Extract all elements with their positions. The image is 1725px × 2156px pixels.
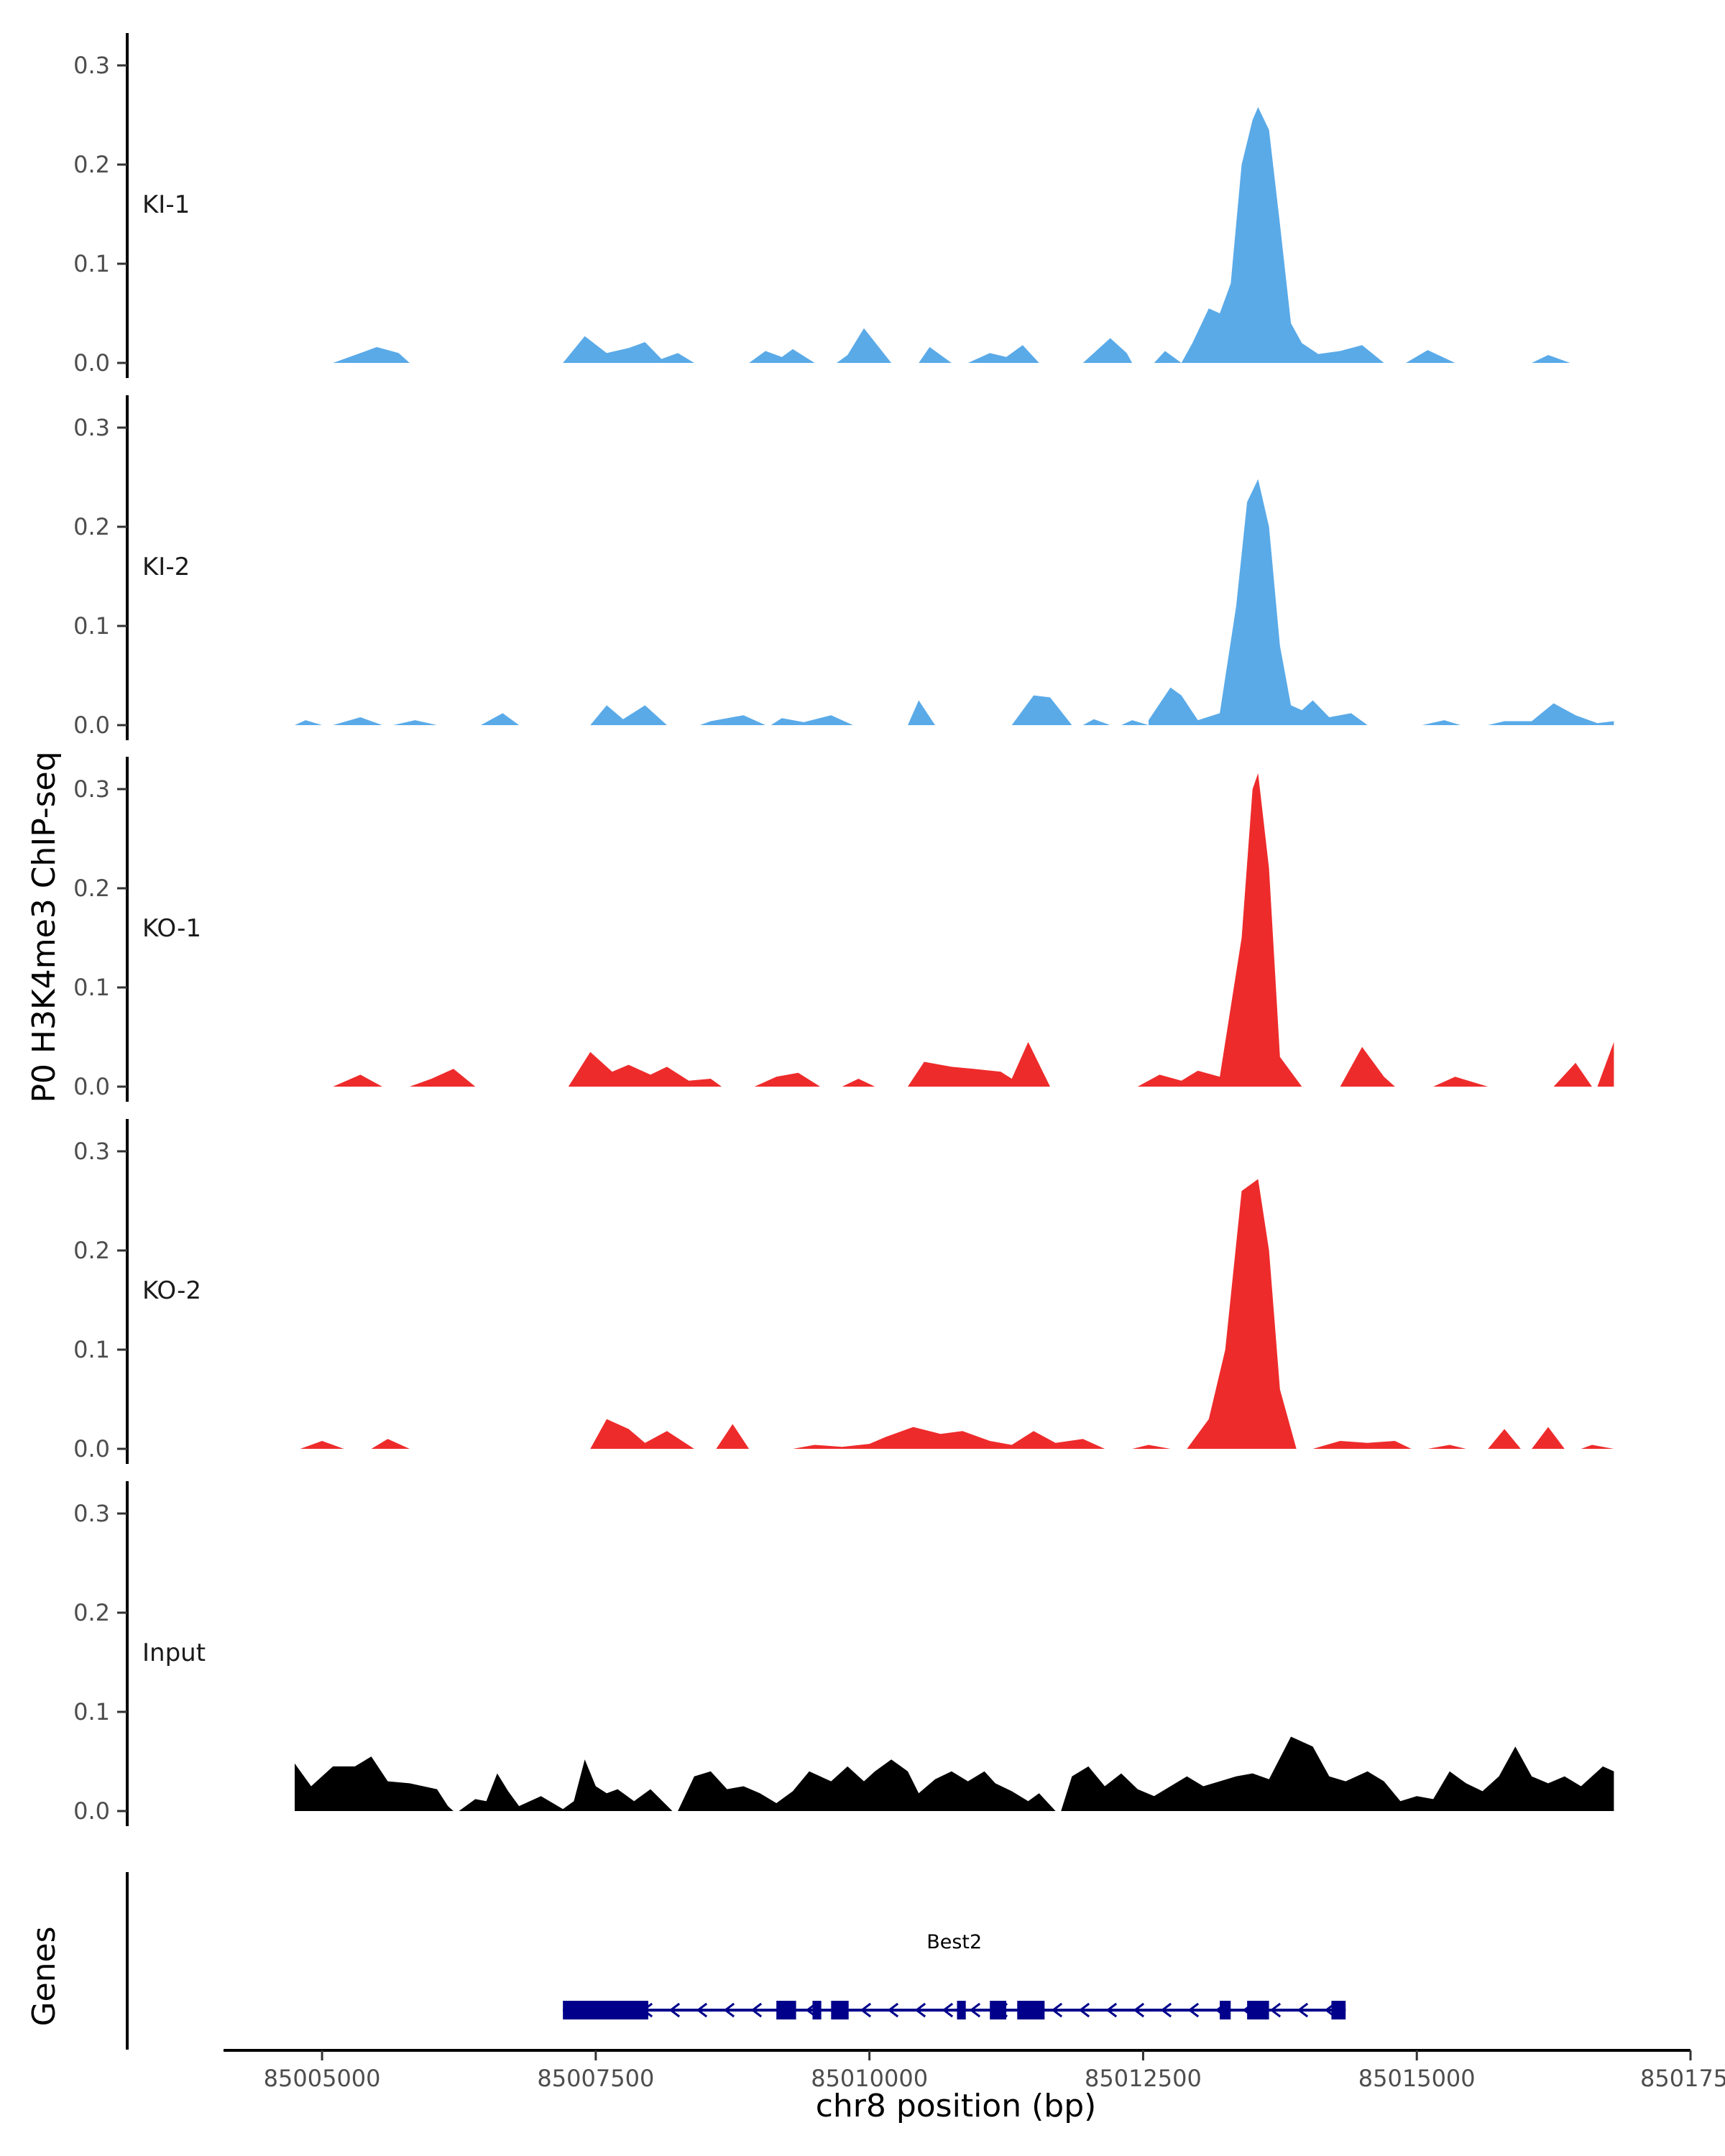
x-axis-title: chr8 position (bp) bbox=[816, 2088, 1097, 2124]
x-tick-label: 850175 bbox=[1640, 2065, 1725, 2092]
strand-arrow bbox=[750, 2002, 763, 2018]
y-tick-label: 0.2 bbox=[73, 1599, 110, 1626]
strand-arrow bbox=[1160, 2002, 1172, 2018]
strand-arrow bbox=[860, 2002, 872, 2018]
y-axis-title-group: P0 H3K4me3 ChIP-seq bbox=[26, 751, 63, 1102]
strand-arrow bbox=[942, 2002, 954, 2018]
y-tick-label: 0.2 bbox=[73, 513, 110, 540]
track-panel-KI-1: 0.0 0.1 0.2 0.3 KI-1 bbox=[73, 33, 1570, 378]
x-tick-label: 85015000 bbox=[1358, 2065, 1476, 2092]
gene-exon bbox=[831, 2001, 849, 2019]
x-tick-label: 85005000 bbox=[264, 2065, 381, 2092]
strand-arrow bbox=[969, 2002, 981, 2018]
coverage-area-Input bbox=[295, 1736, 1614, 1811]
strand-arrow bbox=[668, 2002, 681, 2018]
y-tick-label: 0.3 bbox=[73, 775, 110, 803]
genes-axis-title: Genes bbox=[26, 1926, 63, 2026]
y-tick-label: 0.0 bbox=[73, 349, 110, 377]
x-tick-label: 85010000 bbox=[811, 2065, 928, 2092]
coverage-area-KI-2 bbox=[295, 479, 1614, 725]
strand-arrow bbox=[1105, 2002, 1118, 2018]
coverage-area-KO-2 bbox=[300, 1179, 1614, 1449]
track-panel-Input: 0.0 0.1 0.2 0.3 Input bbox=[73, 1481, 1614, 1826]
strand-arrow bbox=[1269, 2002, 1282, 2018]
y-tick-label: 0.2 bbox=[73, 151, 110, 178]
track-label-KI-1: KI-1 bbox=[142, 190, 190, 219]
track-label-KO-1: KO-1 bbox=[142, 914, 201, 943]
track-panel-KO-1: 0.0 0.1 0.2 0.3 KO-1 bbox=[73, 757, 1614, 1102]
y-tick-label: 0.3 bbox=[73, 1138, 110, 1165]
x-tick-label: 85012500 bbox=[1085, 2065, 1202, 2092]
y-tick-label: 0.2 bbox=[73, 1237, 110, 1264]
gene-exon bbox=[1247, 2001, 1269, 2019]
coverage-area-KI-1 bbox=[333, 107, 1570, 363]
gene-exon bbox=[1331, 2001, 1346, 2019]
gene-exon bbox=[957, 2001, 966, 2019]
y-tick-label: 0.1 bbox=[73, 974, 110, 1001]
x-axis: chr8 position (bp) 85005000 85007500 85010… bbox=[224, 2049, 1725, 2124]
track-panel-KI-2: 0.0 0.1 0.2 0.3 KI-2 bbox=[73, 395, 1614, 740]
gene-exon bbox=[776, 2001, 796, 2019]
gene-panel: Genes Best2 bbox=[26, 1872, 1346, 2050]
y-tick-label: 0.0 bbox=[73, 1435, 110, 1462]
y-tick-label: 0.2 bbox=[73, 875, 110, 902]
y-tick-label: 0.1 bbox=[73, 612, 110, 640]
gene-exon bbox=[563, 2001, 648, 2019]
y-tick-label: 0.3 bbox=[73, 52, 110, 79]
y-tick-label: 0.0 bbox=[73, 1797, 110, 1825]
strand-arrow bbox=[914, 2002, 926, 2018]
track-label-Input: Input bbox=[142, 1639, 206, 1667]
strand-arrow bbox=[1078, 2002, 1090, 2018]
gene-name-label: Best2 bbox=[926, 1931, 982, 1953]
y-tick-label: 0.0 bbox=[73, 1073, 110, 1100]
gene-exon bbox=[1017, 2001, 1045, 2019]
track-label-KI-2: KI-2 bbox=[142, 553, 190, 581]
x-tick-label: 85007500 bbox=[537, 2065, 654, 2092]
y-tick-label: 0.3 bbox=[73, 414, 110, 441]
y-tick-label: 0.1 bbox=[73, 1698, 110, 1726]
gene-exon bbox=[990, 2001, 1007, 2019]
strand-arrow bbox=[723, 2002, 735, 2018]
y-axis-title: P0 H3K4me3 ChIP-seq bbox=[26, 751, 63, 1102]
gene-exon bbox=[1220, 2001, 1231, 2019]
strand-arrow bbox=[1051, 2002, 1063, 2018]
strand-arrow bbox=[887, 2002, 899, 2018]
strand-arrow bbox=[1133, 2002, 1145, 2018]
y-tick-label: 0.3 bbox=[73, 1500, 110, 1527]
track-panels: 0.00.10.20.3KI-10.00.10.20.3KI-20.00.10.… bbox=[73, 33, 1614, 1826]
coverage-area-KO-1 bbox=[333, 773, 1614, 1087]
y-tick-label: 0.1 bbox=[73, 1336, 110, 1363]
strand-arrow bbox=[1297, 2002, 1309, 2018]
track-label-KO-2: KO-2 bbox=[142, 1276, 201, 1305]
y-tick-label: 0.0 bbox=[73, 711, 110, 739]
gene-exon bbox=[812, 2001, 822, 2019]
track-panel-KO-2: 0.0 0.1 0.2 0.3 KO-2 bbox=[73, 1119, 1614, 1464]
strand-arrow bbox=[1187, 2002, 1200, 2018]
y-tick-label: 0.1 bbox=[73, 250, 110, 277]
strand-arrow bbox=[696, 2002, 708, 2018]
